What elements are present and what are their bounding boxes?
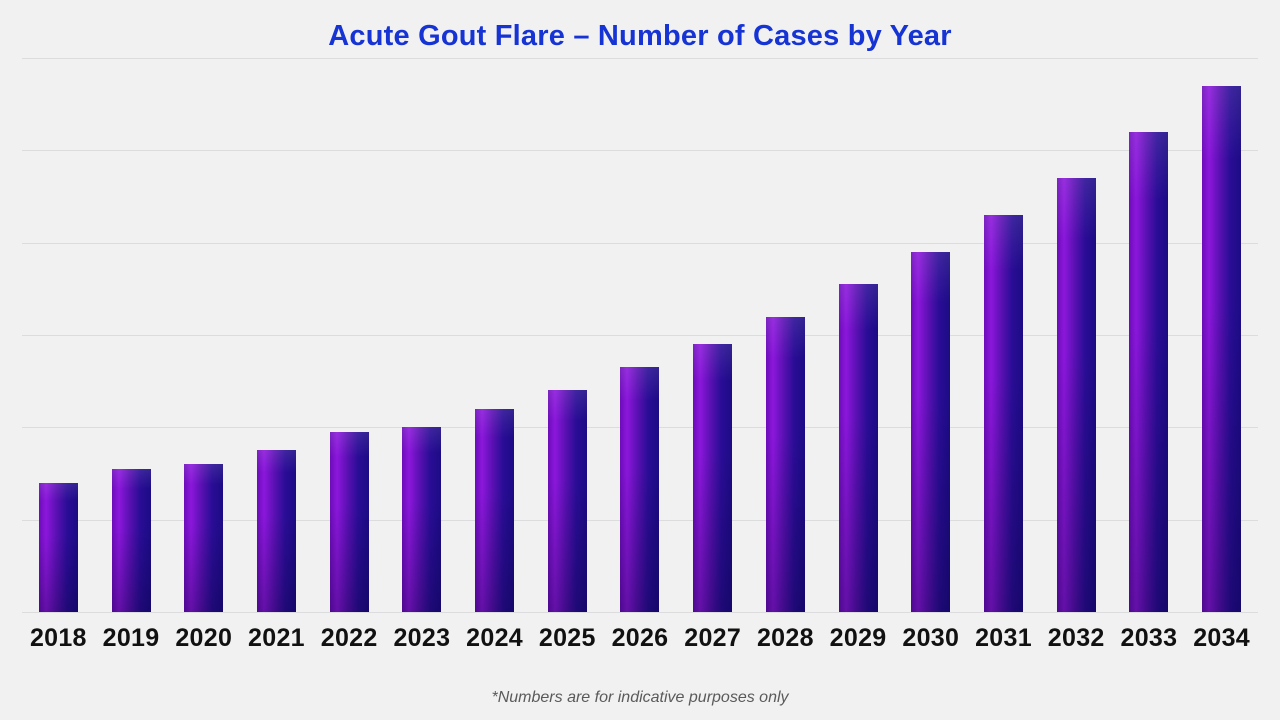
x-tick-label-2028: 2028 (756, 624, 814, 652)
bar-slot-2026 (604, 58, 677, 612)
x-tick-label-2027: 2027 (684, 624, 742, 652)
bar-slot-2031 (967, 58, 1040, 612)
gridline (22, 150, 1258, 152)
bar-2024 (475, 408, 515, 612)
bar-slot-2018 (22, 58, 95, 612)
bar-slot-2033 (1113, 58, 1186, 612)
bar-slot-2021 (240, 58, 313, 612)
bar-2022 (329, 431, 369, 612)
plot-area (22, 58, 1258, 613)
x-tick-label-2022: 2022 (320, 624, 378, 652)
gridline (22, 58, 1258, 59)
gridline (22, 242, 1258, 244)
bar-2020 (184, 464, 224, 612)
bar-slot-2027 (676, 58, 749, 612)
x-tick-label-2032: 2032 (1047, 624, 1105, 652)
x-tick-label-2031: 2031 (975, 624, 1032, 652)
x-tick-label-2023: 2023 (393, 624, 451, 652)
bar-slot-2019 (95, 58, 168, 612)
x-tick-label-2018: 2018 (29, 624, 87, 652)
bar-2025 (547, 390, 587, 612)
bar-slot-2028 (749, 58, 822, 612)
bar-slot-2020 (167, 58, 240, 612)
bar-2021 (256, 450, 296, 612)
bar-2027 (693, 344, 733, 612)
bar-slot-2030 (894, 58, 967, 612)
x-tick-label-2029: 2029 (829, 624, 887, 652)
x-axis-labels: 2018 2019 2020 2021 2022 2023 2024 2025 2026 2027… (22, 613, 1258, 653)
x-tick-label-2030: 2030 (902, 624, 960, 652)
bar-2032 (1056, 178, 1096, 612)
x-tick-label-2020: 2020 (175, 624, 233, 652)
bar-slot-2025 (531, 58, 604, 612)
bar-2029 (838, 284, 878, 612)
bar-2026 (620, 367, 660, 612)
x-tick-label-2033: 2033 (1120, 624, 1178, 652)
x-tick-label-2025: 2025 (538, 624, 596, 652)
bar-2028 (765, 316, 805, 612)
x-tick-label-2019: 2019 (102, 624, 160, 652)
bar-slot-2024 (458, 58, 531, 612)
bar-2019 (111, 468, 151, 612)
x-tick-label-2021: 2021 (248, 624, 305, 652)
bar-slot-2029 (822, 58, 895, 612)
chart-title: Acute Gout Flare – Number of Cases by Ye… (328, 20, 952, 52)
x-tick-label-2026: 2026 (611, 624, 669, 652)
footnote: *Numbers are for indicative purposes onl… (491, 689, 789, 706)
x-tick-label-2034: 2034 (1193, 624, 1251, 652)
bar-2030 (911, 251, 951, 612)
bar-slot-2023 (386, 58, 459, 612)
bars-row (22, 58, 1258, 612)
bar-2031 (983, 214, 1023, 612)
bar-slot-2032 (1040, 58, 1113, 612)
bar-2033 (1129, 131, 1169, 612)
bar-2023 (402, 427, 442, 612)
x-tick-label-2024: 2024 (466, 624, 523, 652)
bar-2018 (38, 482, 78, 612)
bar-slot-2034 (1185, 58, 1258, 612)
gridline (22, 335, 1258, 336)
bar-2034 (1202, 85, 1242, 612)
bar-slot-2022 (313, 58, 386, 612)
